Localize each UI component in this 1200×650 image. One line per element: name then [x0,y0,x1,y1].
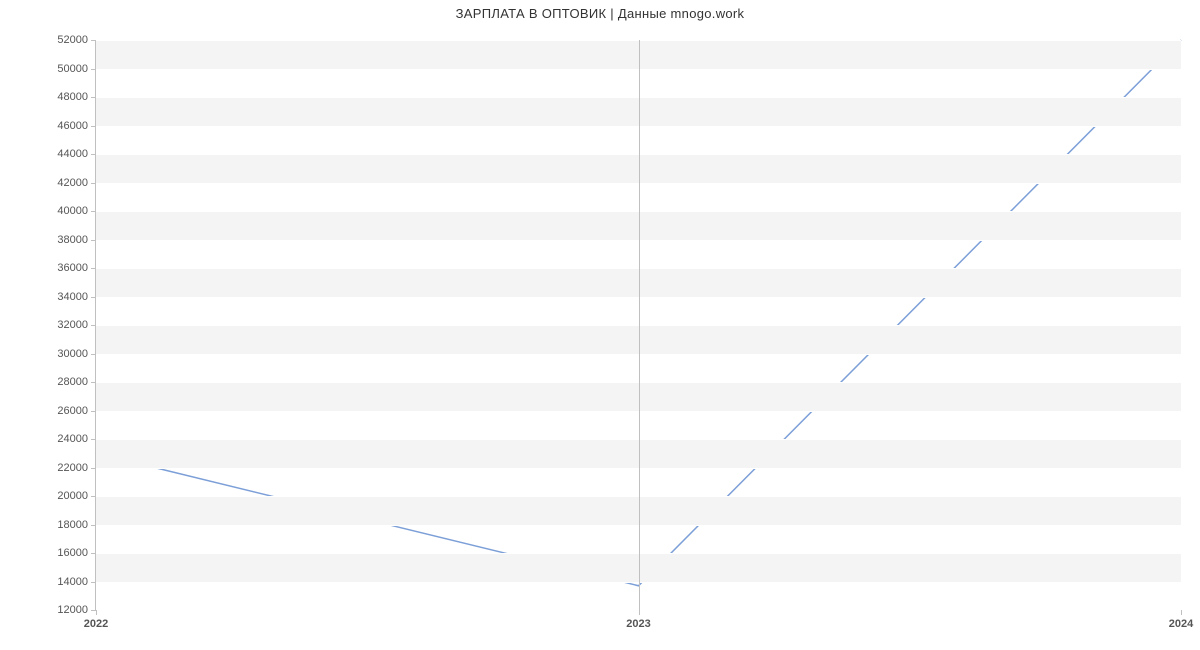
y-tick-label: 14000 [57,576,88,588]
y-tick-mark [91,268,96,269]
y-tick-mark [91,240,96,241]
y-tick-label: 12000 [57,604,88,616]
y-tick-label: 20000 [57,490,88,502]
y-tick-label: 40000 [57,205,88,217]
plot-area: 1200014000160001800020000220002400026000… [95,40,1181,611]
y-tick-label: 48000 [57,91,88,103]
x-tick-mark [1181,610,1182,615]
y-tick-mark [91,325,96,326]
y-tick-mark [91,553,96,554]
y-tick-mark [91,154,96,155]
x-tick-label: 2022 [84,618,108,630]
y-tick-label: 24000 [57,433,88,445]
x-tick-mark [639,610,640,615]
y-tick-label: 44000 [57,148,88,160]
y-tick-mark [91,468,96,469]
y-tick-mark [91,354,96,355]
y-tick-mark [91,382,96,383]
y-tick-label: 50000 [57,63,88,75]
x-tick-label: 2023 [626,618,650,630]
y-tick-mark [91,411,96,412]
y-tick-mark [91,439,96,440]
y-tick-label: 38000 [57,234,88,246]
y-tick-label: 16000 [57,547,88,559]
y-tick-mark [91,183,96,184]
y-tick-label: 42000 [57,177,88,189]
y-tick-mark [91,211,96,212]
y-tick-label: 26000 [57,405,88,417]
y-tick-label: 36000 [57,262,88,274]
y-tick-label: 18000 [57,519,88,531]
x-gridline [639,40,640,610]
y-tick-label: 46000 [57,120,88,132]
y-tick-mark [91,40,96,41]
y-tick-mark [91,126,96,127]
y-tick-label: 34000 [57,291,88,303]
x-tick-label: 2024 [1169,618,1193,630]
y-tick-mark [91,525,96,526]
y-tick-mark [91,69,96,70]
x-tick-mark [96,610,97,615]
y-tick-label: 30000 [57,348,88,360]
salary-line-chart: ЗАРПЛАТА В ОПТОВИК | Данные mnogo.work 1… [0,0,1200,650]
y-tick-mark [91,496,96,497]
y-tick-label: 28000 [57,376,88,388]
y-tick-mark [91,582,96,583]
y-tick-label: 32000 [57,319,88,331]
y-tick-label: 22000 [57,462,88,474]
chart-title: ЗАРПЛАТА В ОПТОВИК | Данные mnogo.work [0,6,1200,21]
y-tick-label: 52000 [57,34,88,46]
y-tick-mark [91,297,96,298]
y-tick-mark [91,97,96,98]
